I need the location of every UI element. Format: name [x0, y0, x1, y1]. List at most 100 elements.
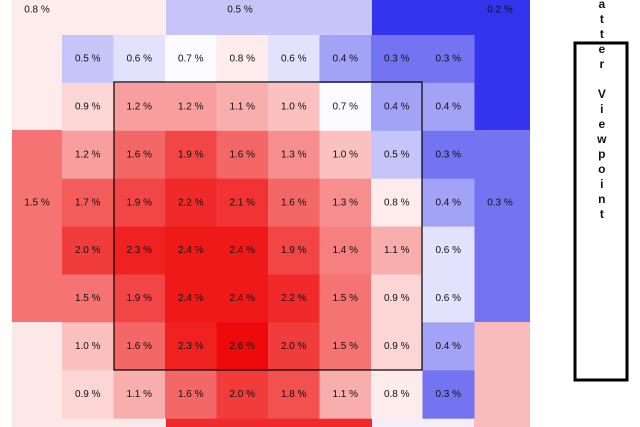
- cell-label: 0.7 %: [332, 101, 358, 112]
- cell-label: 0.4 %: [435, 197, 461, 208]
- cell-label: 1.1 %: [229, 101, 255, 112]
- cell: [371, 178, 423, 228]
- cell: [268, 226, 320, 275]
- cell-label: 1.8 %: [281, 389, 307, 400]
- cell-label: 1.6 %: [281, 197, 307, 208]
- cell: [165, 274, 217, 323]
- cell: [268, 178, 320, 228]
- cell-label: 0.9 %: [75, 101, 101, 112]
- outer-zone: [166, 418, 372, 427]
- side-label: LHB Batter Viewpoint: [595, 0, 609, 222]
- cell: [422, 35, 475, 84]
- cell: [113, 82, 166, 132]
- cell-label: 0.4 %: [435, 101, 461, 112]
- cell: [319, 322, 372, 371]
- cell: [62, 82, 114, 132]
- cell: [216, 130, 269, 180]
- cell-label: 2.2 %: [178, 197, 204, 208]
- outer-zone: [62, 0, 166, 35]
- cell: [62, 178, 114, 228]
- cell-label: 2.3 %: [178, 341, 204, 352]
- heatmap: 0.8 % 0.5 % 0.2 % 1.5 % 0.3 % 0.5 % 0.6 % 0.7 %…: [12, 0, 530, 419]
- cell-label: 2.0 %: [281, 341, 307, 352]
- cell: [216, 226, 269, 275]
- cell: [165, 226, 217, 275]
- cell: [422, 178, 475, 228]
- cell: [113, 130, 166, 180]
- cell: [216, 35, 269, 84]
- cell-label: 1.0 %: [332, 149, 358, 160]
- cell-label: 2.2 %: [281, 293, 307, 304]
- cell-label: 0.9 %: [384, 293, 410, 304]
- cell: [62, 226, 114, 275]
- cell: [113, 35, 166, 84]
- cell-label: 1.1 %: [126, 389, 152, 400]
- cell: [113, 274, 166, 323]
- outer-zone: [474, 130, 530, 322]
- cell: [216, 370, 269, 419]
- outer-label: 1.5 %: [24, 198, 50, 209]
- cell-label: 1.6 %: [126, 149, 152, 160]
- cell: [268, 322, 320, 371]
- cell: [371, 130, 423, 180]
- cell-label: 2.3 %: [126, 245, 152, 256]
- cell-label: 1.9 %: [126, 293, 152, 304]
- cell: [422, 82, 475, 132]
- cell: [62, 370, 114, 419]
- cell-label: 0.8 %: [229, 54, 255, 65]
- cell-label: 1.3 %: [332, 197, 358, 208]
- outer-zone: [12, 322, 62, 427]
- cell-label: 0.9 %: [384, 341, 410, 352]
- cell: [422, 274, 475, 323]
- cell: [216, 274, 269, 323]
- cell: [371, 370, 423, 419]
- cell-label: 0.6 %: [281, 54, 307, 65]
- cell-label: 1.2 %: [75, 149, 101, 160]
- outer-label: 0.3 %: [487, 198, 513, 209]
- cell: [319, 226, 372, 275]
- cell: [371, 35, 423, 84]
- cell: [216, 322, 269, 371]
- cell-label: 1.6 %: [178, 389, 204, 400]
- cell: [62, 130, 114, 180]
- cell-label: 1.1 %: [384, 245, 410, 256]
- outer-zone: [372, 418, 474, 427]
- cell: [165, 178, 217, 228]
- cell: [113, 226, 166, 275]
- cell-label: 2.4 %: [229, 245, 255, 256]
- cell: [371, 322, 423, 371]
- cell: [319, 178, 372, 228]
- cell: [268, 274, 320, 323]
- cell-label: 0.6 %: [126, 54, 152, 65]
- cell-label: 0.9 %: [75, 389, 101, 400]
- outer-zone: [474, 322, 530, 427]
- cell: [268, 82, 320, 132]
- cell-label: 0.5 %: [75, 54, 101, 65]
- cell: [268, 370, 320, 419]
- cell-label: 1.3 %: [281, 149, 307, 160]
- outer-zone: [12, 0, 62, 130]
- cell: [165, 130, 217, 180]
- cell-label: 0.6 %: [435, 293, 461, 304]
- cell-label: 0.6 %: [435, 245, 461, 256]
- cell: [422, 130, 475, 180]
- cell: [319, 82, 372, 132]
- cell-label: 0.3 %: [384, 54, 410, 65]
- cell: [165, 370, 217, 419]
- cell-label: 1.5 %: [332, 293, 358, 304]
- cell: [165, 322, 217, 371]
- cell: [113, 178, 166, 228]
- cell-label: 0.8 %: [384, 197, 410, 208]
- cell: [268, 130, 320, 180]
- cell: [319, 274, 372, 323]
- cell-label: 1.4 %: [332, 245, 358, 256]
- cell-label: 2.0 %: [229, 389, 255, 400]
- cell-label: 2.4 %: [178, 245, 204, 256]
- cell: [319, 35, 372, 84]
- cell-label: 1.9 %: [281, 245, 307, 256]
- cell-label: 1.6 %: [229, 149, 255, 160]
- outer-label: 0.8 %: [24, 5, 50, 16]
- cell: [319, 370, 372, 419]
- outer-zone: [474, 35, 530, 130]
- cell-label: 1.7 %: [75, 197, 101, 208]
